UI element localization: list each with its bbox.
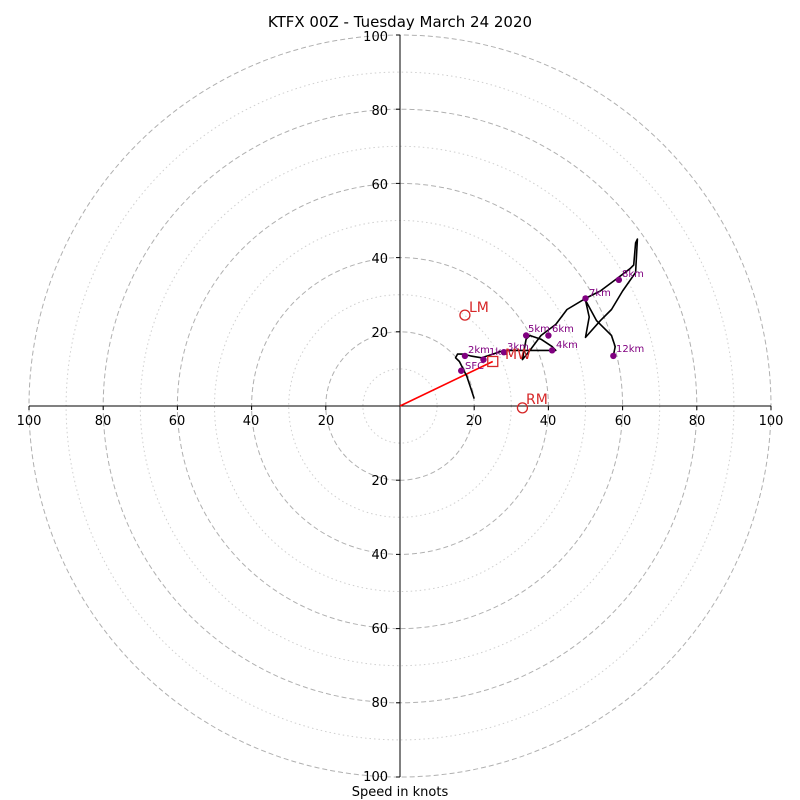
x-tick-label: 80 bbox=[95, 414, 112, 429]
y-tick-label: 40 bbox=[371, 252, 388, 267]
y-tick-label: 60 bbox=[371, 622, 388, 637]
height-label-3km: 3km bbox=[507, 342, 529, 353]
y-tick-label: 100 bbox=[363, 30, 388, 45]
right-mover-marker bbox=[516, 402, 529, 414]
height-point-12km bbox=[610, 352, 617, 360]
y-tick-label: 20 bbox=[371, 474, 388, 489]
y-tick-label: 40 bbox=[371, 548, 388, 563]
height-point-3km bbox=[480, 356, 487, 363]
height-label-sfc: SFC bbox=[465, 361, 484, 372]
height-label-1km: 1km bbox=[489, 347, 511, 358]
height-point-2km bbox=[461, 352, 469, 360]
height-label-2km: 2km bbox=[468, 345, 490, 356]
height-label-5km: 5km bbox=[528, 324, 550, 335]
y-up-tick-labels: 20 40 60 80 100 bbox=[363, 30, 388, 341]
height-point-sfc bbox=[458, 367, 465, 374]
x-axis-label: Speed in knots bbox=[352, 785, 449, 800]
y-tick-label: 80 bbox=[371, 104, 388, 119]
mean-wind-label: MW bbox=[505, 347, 531, 363]
x-tick-label: 40 bbox=[243, 414, 260, 429]
height-labels: SFC 1km 2km 3km 4km 5km 6km 7km 8km 12km bbox=[465, 269, 644, 372]
x-tick-label: 20 bbox=[466, 414, 483, 429]
x-tick-label: 100 bbox=[17, 414, 42, 429]
height-label-6km: 6km bbox=[552, 324, 574, 335]
height-label-12km: 12km bbox=[616, 344, 644, 355]
x-tick-label: 80 bbox=[689, 414, 706, 429]
y-tick-label: 100 bbox=[363, 770, 388, 785]
x-right-tick-labels: 20 40 60 80 100 bbox=[466, 414, 784, 429]
y-tick-label: 20 bbox=[371, 326, 388, 341]
x-tick-label: 100 bbox=[759, 414, 784, 429]
y-tick-label: 80 bbox=[371, 696, 388, 711]
y-down-tick-labels: 20 40 60 80 100 bbox=[363, 474, 388, 785]
y-tick-label: 60 bbox=[371, 178, 388, 193]
height-points bbox=[458, 276, 623, 374]
height-label-4km: 4km bbox=[556, 340, 578, 351]
chart-title: KTFX 00Z - Tuesday March 24 2020 bbox=[268, 13, 532, 31]
height-point-8km bbox=[615, 276, 623, 284]
height-point-4km bbox=[548, 347, 556, 354]
hodograph-trace-line bbox=[454, 238, 639, 399]
left-mover-marker bbox=[459, 309, 471, 321]
x-left-tick-labels: 100 80 60 40 20 bbox=[17, 414, 335, 429]
tick-marks bbox=[28, 34, 772, 778]
storm-motion-markers bbox=[459, 309, 529, 414]
mean-wind-marker bbox=[487, 355, 499, 368]
height-label-7km: 7km bbox=[589, 288, 611, 299]
x-tick-label: 40 bbox=[540, 414, 557, 429]
shear-vector-line bbox=[399, 360, 494, 407]
left-mover-label: LM bbox=[469, 300, 489, 316]
x-tick-label: 20 bbox=[318, 414, 335, 429]
right-mover-label: RM bbox=[526, 392, 548, 408]
x-tick-label: 60 bbox=[169, 414, 186, 429]
height-point-6km bbox=[545, 332, 552, 339]
height-label-8km: 8km bbox=[622, 269, 644, 280]
x-tick-label: 60 bbox=[615, 414, 632, 429]
height-point-5km bbox=[522, 332, 530, 339]
height-point-7km bbox=[582, 295, 589, 302]
height-point-1km bbox=[500, 349, 508, 356]
